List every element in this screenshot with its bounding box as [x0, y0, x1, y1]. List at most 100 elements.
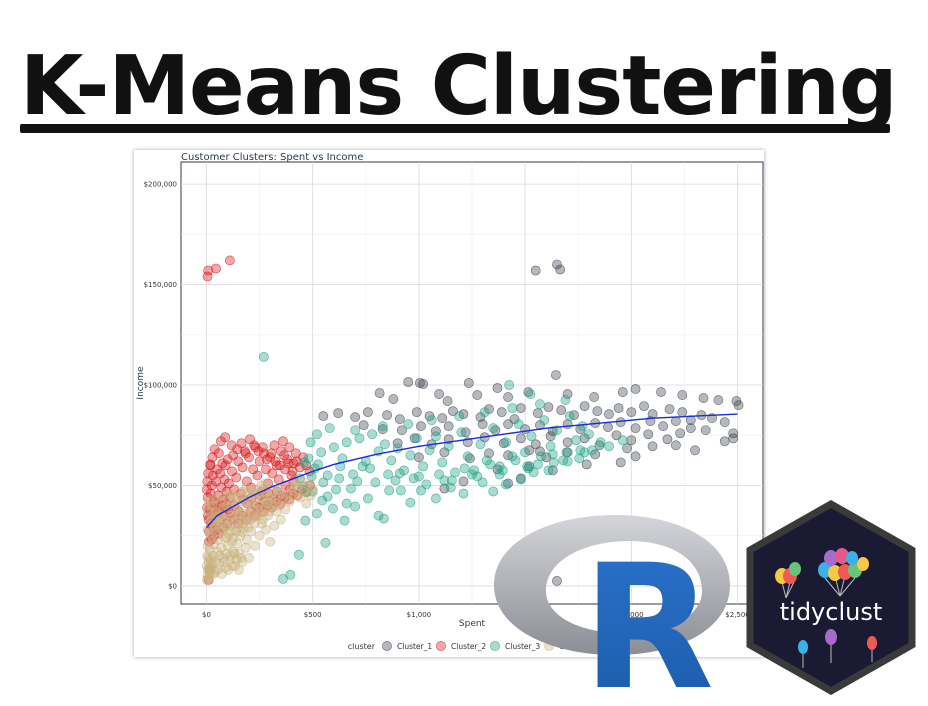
data-point [604, 441, 614, 452]
data-point [411, 433, 422, 444]
data-point [639, 401, 649, 412]
data-point [485, 459, 495, 470]
data-point [258, 351, 269, 362]
data-point [577, 421, 588, 432]
data-point [587, 445, 597, 456]
data-point [270, 456, 281, 467]
data-point [408, 473, 419, 484]
data-point [595, 437, 606, 448]
data-point [552, 575, 562, 586]
data-point [220, 460, 231, 471]
data-point [219, 512, 230, 523]
data-point [675, 428, 686, 439]
data-point [262, 498, 273, 509]
y-axis-label: Income [136, 366, 146, 400]
data-point [664, 404, 675, 415]
y-tick-label: $150,000 [144, 281, 177, 289]
data-point [488, 486, 499, 497]
data-point [202, 476, 213, 487]
data-point [424, 445, 435, 456]
data-point [434, 469, 444, 480]
data-point [307, 484, 318, 495]
data-point [728, 428, 739, 439]
data-point [223, 564, 234, 575]
data-point [581, 459, 592, 470]
data-point [313, 459, 323, 470]
data-point [261, 524, 271, 535]
data-point [418, 379, 429, 389]
data-point [233, 564, 244, 575]
data-point [547, 449, 558, 460]
data-point [719, 417, 730, 428]
data-point [209, 444, 220, 455]
data-point [426, 415, 437, 426]
data-point [560, 395, 571, 405]
headline-underline [20, 124, 890, 133]
data-point [305, 437, 316, 448]
data-point [488, 423, 499, 434]
data-point [555, 264, 566, 275]
data-point [403, 419, 414, 430]
data-point [373, 510, 384, 521]
data-point [615, 457, 626, 468]
data-point [257, 442, 268, 453]
x-tick-label: $1,000 [407, 611, 432, 619]
data-point [383, 469, 393, 480]
data-point [339, 515, 350, 526]
data-point [472, 471, 483, 482]
data-point [280, 504, 290, 515]
data-point [386, 455, 397, 466]
data-point [472, 390, 483, 400]
trend-line [205, 413, 738, 529]
data-point [203, 265, 214, 276]
y-tick-label: $0 [168, 582, 177, 590]
data-point [278, 573, 288, 584]
data-point [354, 433, 365, 444]
data-point [388, 394, 399, 404]
data-point [626, 407, 637, 418]
data-point [254, 530, 265, 541]
data-point [292, 484, 303, 495]
data-point [212, 564, 223, 575]
data-point [604, 409, 614, 420]
data-point [405, 497, 416, 508]
data-point [575, 445, 586, 456]
data-point [205, 568, 215, 579]
data-point [501, 437, 511, 448]
data-point [285, 569, 296, 580]
data-point [528, 467, 539, 478]
data-point [350, 412, 361, 423]
balloon-icon [798, 629, 877, 668]
data-point [411, 407, 422, 418]
data-point [442, 396, 453, 406]
data-point [317, 495, 328, 506]
balloon-icon [775, 562, 801, 599]
data-point [264, 506, 275, 517]
data-point [510, 455, 521, 466]
data-point [350, 501, 361, 512]
data-point [685, 423, 696, 434]
data-point [685, 415, 696, 426]
data-point [437, 413, 448, 424]
x-axis-label: Spent [459, 619, 486, 629]
data-point [430, 426, 441, 437]
data-point [258, 514, 268, 525]
data-point [279, 450, 289, 461]
data-point [626, 435, 637, 446]
data-point [271, 460, 282, 471]
chart-title: Customer Clusters: Spent vs Income [181, 152, 363, 163]
data-point [378, 513, 389, 524]
balloon-icon [818, 548, 869, 597]
data-point [220, 432, 231, 443]
data-point [543, 465, 554, 476]
data-point [617, 435, 628, 446]
data-point [458, 476, 469, 487]
data-point [274, 460, 285, 471]
data-point [671, 440, 681, 451]
data-point [262, 490, 273, 501]
data-point [459, 463, 470, 474]
x-tick-label: $0 [202, 611, 211, 619]
data-point [228, 532, 239, 543]
data-point [203, 468, 214, 479]
data-point [202, 484, 212, 495]
